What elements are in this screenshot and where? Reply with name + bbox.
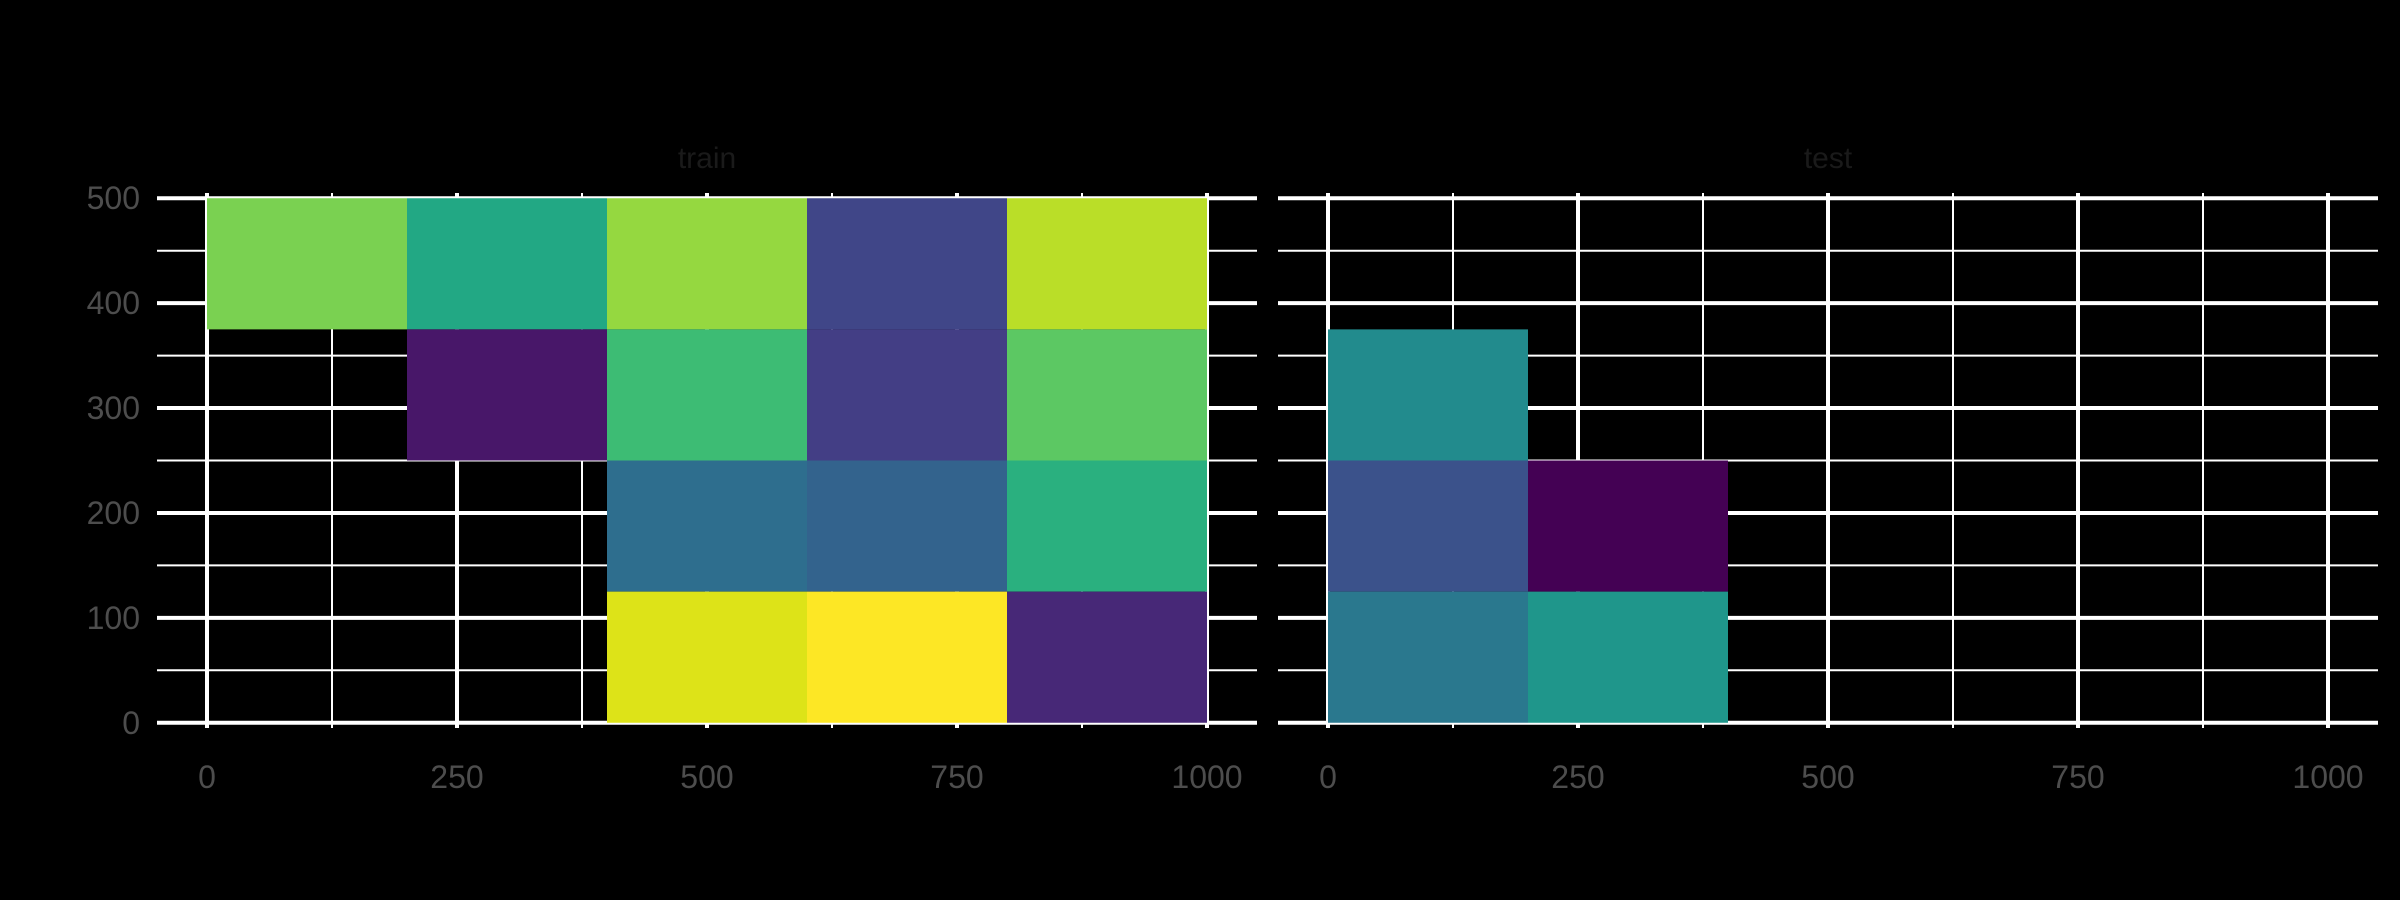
heatmap-tile	[1528, 460, 1728, 592]
heatmap-tile	[807, 198, 1007, 330]
heatmap-tile	[1328, 329, 1528, 461]
x-tick-label: 750	[2051, 759, 2104, 795]
panel-title-train: train	[678, 142, 736, 175]
panel-test: test 0 250 500 750 1000	[1278, 142, 2378, 795]
heatmap-tile	[407, 329, 607, 461]
y-tick-label: 100	[87, 600, 140, 636]
x-tick-label: 250	[1551, 759, 1604, 795]
heatmap-tile	[807, 329, 1007, 461]
x-tick-label: 500	[680, 759, 733, 795]
heatmap-tiles	[1328, 329, 1728, 723]
x-tick-label: 0	[198, 759, 216, 795]
x-tick-label: 250	[430, 759, 483, 795]
heatmap-tile	[1007, 591, 1207, 723]
panel-train: train 0 250 500 750 1000 0 100 200 300 400 500	[87, 142, 1257, 795]
heatmap-tile	[1328, 460, 1528, 592]
heatmap-tile	[807, 460, 1007, 592]
heatmap-tile	[1007, 329, 1207, 461]
heatmap-tile	[607, 329, 807, 461]
heatmap-tile	[1007, 198, 1207, 330]
x-tick-labels: 0 250 500 750 1000	[198, 759, 1242, 795]
heatmap-tiles	[207, 198, 1207, 723]
x-tick-label: 1000	[1171, 759, 1242, 795]
heatmap-tile	[607, 198, 807, 330]
x-tick-label: 0	[1319, 759, 1337, 795]
y-tick-label: 0	[122, 705, 140, 741]
y-tick-label: 400	[87, 285, 140, 321]
y-tick-label: 200	[87, 495, 140, 531]
x-tick-label: 750	[930, 759, 983, 795]
heatmap-tile	[207, 198, 407, 330]
y-tick-label: 500	[87, 180, 140, 216]
heatmap-tile	[1328, 591, 1528, 723]
heatmap-tile	[1528, 591, 1728, 723]
heatmap-tile	[807, 591, 1007, 723]
y-tick-label: 300	[87, 390, 140, 426]
panel-title-test: test	[1804, 142, 1853, 175]
heatmap-tile	[407, 198, 607, 330]
x-tick-label: 1000	[2292, 759, 2363, 795]
x-tick-labels: 0 250 500 750 1000	[1319, 759, 2363, 795]
heatmap-tile	[607, 591, 807, 723]
heatmap-tile	[1007, 460, 1207, 592]
y-tick-labels: 0 100 200 300 400 500	[87, 180, 140, 741]
x-tick-label: 500	[1801, 759, 1854, 795]
heatmap-tile	[607, 460, 807, 592]
